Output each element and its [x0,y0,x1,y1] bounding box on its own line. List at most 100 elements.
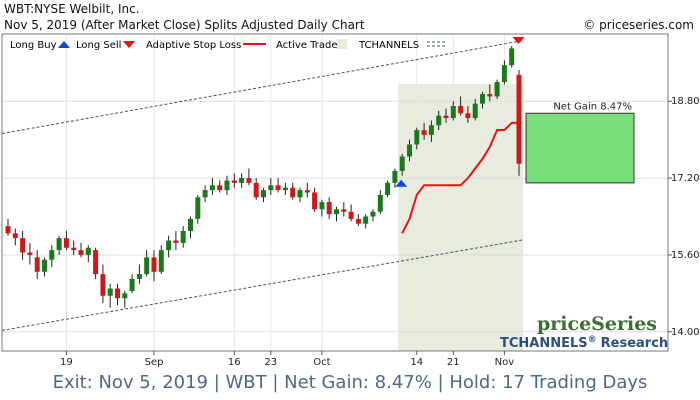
candlestick-series [5,46,522,308]
y-tick-label: 17.20 [671,173,700,184]
candle-body [304,190,310,193]
candle-body [20,238,26,253]
candle-body [450,106,456,119]
legend-buy-arrow-icon [58,41,70,48]
candle [49,245,55,267]
candle [399,154,405,176]
candle [107,283,113,308]
x-tick-label: 19 [60,357,73,368]
candle [195,194,201,224]
y-axis-ticks: 14.00 15.60 17.20 18.80 [668,96,700,338]
candle [173,230,179,251]
candle-body [421,130,427,135]
candle-body [34,257,40,272]
candle [268,178,274,195]
candle-body [516,74,522,164]
candle [377,190,383,215]
candle-body [188,218,193,231]
candle-body [377,194,383,212]
candle [414,127,420,150]
candle-body [144,257,150,275]
candle [443,108,449,123]
candle-body [370,211,376,217]
candle [27,242,33,265]
candle [144,250,150,277]
candle-body [348,211,354,219]
candle-body [385,182,391,195]
candle [494,79,500,99]
candle-body [443,115,449,119]
long-sell-arrow-icon [512,37,525,45]
y-tick-label: 18.80 [671,96,700,107]
candle [363,214,369,229]
tchannel-lower-line [1,239,524,331]
legend-adaptive-stop-label: Adaptive Stop Loss [146,40,241,51]
candle [129,274,135,294]
net-gain-box [525,112,635,184]
candle [458,96,464,116]
candle [487,84,493,102]
candle-body [282,187,288,191]
legend-tchannels-label: TCHANNELS [358,40,419,51]
net-gain-label: Net Gain 8.47% [553,101,632,112]
candle-body [458,106,464,114]
tchannel-upper-line [1,40,524,135]
candle [239,173,245,188]
candle-body [49,250,55,260]
x-axis-ticks: 19 Sep 16 23 Oct 14 21 Nov [60,351,514,368]
candle-body [268,185,274,191]
candle-body [261,190,266,198]
candle [319,199,325,217]
candle-body [392,170,398,183]
plot-frame [1,33,669,352]
x-tick-label: Nov [495,357,515,368]
candle [100,264,106,303]
candle-body [494,82,500,97]
candle-body [217,185,223,191]
x-tick-label: Sep [145,357,164,368]
candle [290,182,296,200]
candle [282,182,288,195]
candle-body [12,233,18,239]
candle-body [428,125,434,135]
candle-body [129,278,135,291]
candle [261,187,266,203]
active-trade-region [398,84,523,351]
candle-body [472,103,478,119]
candle-body [100,274,106,296]
candle-body [509,48,515,66]
candle-body [275,185,281,191]
chart-title: WBT:NYSE Welbilt, Inc. [4,2,140,16]
candle [12,228,18,246]
candle [78,242,84,258]
candle-body [363,216,369,224]
candle-body [173,240,179,243]
candle [385,180,391,198]
y-tick-label: 14.00 [671,327,700,338]
candle-body [93,250,99,275]
candle [158,245,164,275]
candle-body [436,115,442,126]
candle [370,209,376,222]
candle [334,206,339,222]
candle-body [487,94,493,97]
brand-tagline: TCHANNELS® Research [500,335,668,351]
candle [428,120,434,143]
candle-body [209,185,215,191]
candle-body [122,293,128,299]
candle-body [158,250,164,272]
candle [166,235,172,258]
candle [151,250,157,282]
candle [355,214,361,227]
legend-long-buy-label: Long Buy [10,40,57,51]
candle [42,257,47,277]
candle [509,46,515,68]
candle [20,230,26,260]
candle-body [239,178,245,183]
x-tick-label: 16 [228,357,241,368]
footer-summary: Exit: Nov 5, 2019 | WBT | Net Gain: 8.47… [52,372,648,393]
long-buy-arrow-icon [395,179,408,187]
legend-active-trade-label: Active Trade [276,40,338,51]
candle-body [414,130,420,145]
candle [217,180,223,193]
